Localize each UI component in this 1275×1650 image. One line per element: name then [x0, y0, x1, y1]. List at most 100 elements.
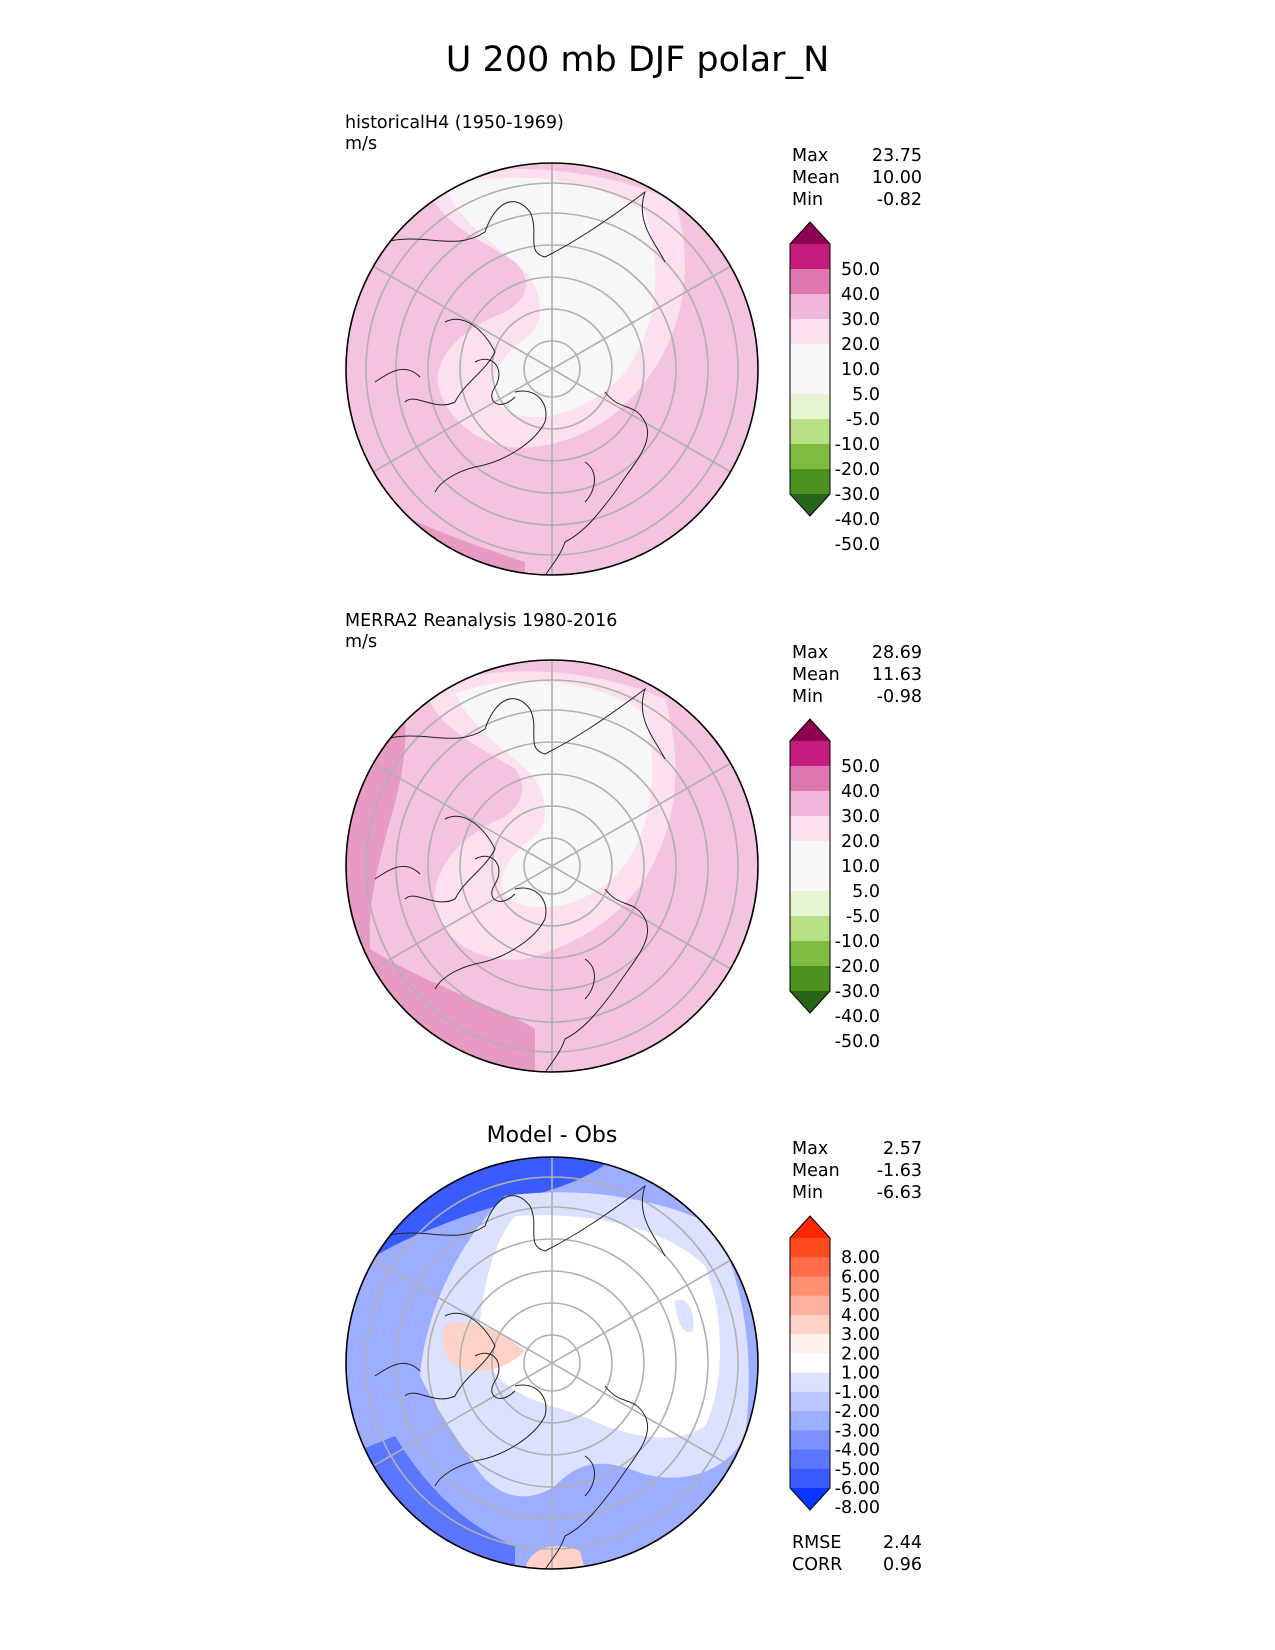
colorbar-tick-label: -40.0 — [835, 1007, 880, 1027]
panel-1-colorbar: 50.0 40.0 30.0 20.0 10.0 5.0 -5.0 -10.0 -20.0 -30… — [789, 221, 880, 555]
calm-region — [445, 177, 656, 418]
positive-region — [443, 1322, 525, 1371]
panel-2-units: m/s — [345, 632, 378, 652]
colorbar-segment — [790, 244, 830, 270]
colorbar-outline — [789, 718, 831, 1014]
map-boundary — [345, 162, 759, 576]
graticule — [365, 163, 739, 575]
colorbar-tick-label: -50.0 — [835, 1032, 880, 1052]
stat-mean: Mean 10.00 — [792, 168, 922, 188]
colorbar-segment — [790, 444, 830, 470]
panel-2-colorbar: 50.0 40.0 30.0 20.0 10.0 5.0 -5.0 -10.0 -20.0 -30… — [789, 718, 880, 1052]
colorbar-tick-label: -40.0 — [835, 510, 880, 530]
colorbar-segment — [790, 891, 830, 917]
colorbar-extend-max — [790, 719, 830, 741]
colorbar-tick-label: 4.00 — [841, 1306, 880, 1326]
weak-negative-patch — [675, 1299, 694, 1333]
stat-mean: Mean -1.63 — [792, 1161, 922, 1181]
panel-1-label: historicalH4 (1950-1969) m/s — [345, 113, 564, 155]
panel-1-stats: Max 23.75 Mean 10.00 Min -0.82 — [792, 145, 922, 211]
colorbar-segment — [790, 941, 830, 967]
stat-max: Max 28.69 — [792, 643, 922, 663]
colorbar-tick-label: 5.00 — [841, 1287, 880, 1307]
panel-2-polar-map — [345, 659, 759, 1073]
colorbar-tick-label: -2.00 — [835, 1402, 880, 1422]
colorbar-tick-label: -5.00 — [835, 1460, 880, 1480]
stat-mean: Mean 11.63 — [792, 665, 922, 685]
panel-1-units: m/s — [345, 134, 378, 154]
colorbar-tick-label: 20.0 — [841, 335, 880, 355]
colorbar-segment — [790, 816, 830, 842]
stat-min: Min -6.63 — [792, 1183, 922, 1203]
panel-3-stats: Max 2.57 Mean -1.63 Min -6.63 — [792, 1138, 922, 1204]
colorbar-segment — [790, 966, 830, 992]
colorbar-tick-label: -6.00 — [835, 1479, 880, 1499]
map-boundary — [345, 659, 759, 1073]
colorbar-segment — [790, 1295, 830, 1316]
colorbar-segment — [790, 1391, 830, 1412]
colorbar-segment — [790, 841, 830, 867]
stat-max: Max 23.75 — [792, 146, 922, 166]
colorbar-tick-label: 50.0 — [841, 757, 880, 777]
panel-3-difference-map — [345, 1156, 759, 1570]
colorbar-extend-min — [790, 991, 830, 1013]
colorbar-tick-label: -50.0 — [835, 535, 880, 555]
positive-region — [525, 1546, 585, 1569]
colorbar-segment — [790, 294, 830, 320]
colorbar-tick-label: 10.0 — [841, 857, 880, 877]
colorbar-tick-label: -4.00 — [835, 1441, 880, 1461]
colorbar-tick-label: 2.00 — [841, 1344, 880, 1364]
colorbar-segment — [790, 766, 830, 792]
colorbar-tick-label: 1.00 — [841, 1364, 880, 1384]
colorbar-tick-label: 8.00 — [841, 1248, 880, 1268]
colorbar-segment — [790, 1449, 830, 1470]
colorbar-segment — [790, 916, 830, 942]
colorbar-segment — [790, 344, 830, 370]
panel-2-label: MERRA2 Reanalysis 1980-2016 m/s — [345, 611, 617, 653]
colorbar-segment — [790, 269, 830, 295]
coastlines — [374, 1184, 666, 1569]
colorbar-tick-label: 6.00 — [841, 1267, 880, 1287]
colorbar-segment — [790, 741, 830, 767]
colorbar-tick-label: -30.0 — [835, 982, 880, 1002]
colorbar-extend-max — [790, 1216, 830, 1238]
colorbar-tick-label: 40.0 — [841, 782, 880, 802]
colorbar-segment — [790, 1238, 830, 1258]
colorbar-tick-label: 10.0 — [841, 360, 880, 380]
stat-rmse: RMSE 2.44 — [792, 1533, 922, 1553]
colorbar-segment — [790, 1468, 830, 1489]
panel-2-name: MERRA2 Reanalysis 1980-2016 — [345, 611, 618, 631]
colorbar-segment — [790, 1430, 830, 1451]
colorbar-segment — [790, 1353, 830, 1374]
colorbar-segment — [790, 1314, 830, 1335]
colorbar-tick-label: -10.0 — [835, 932, 880, 952]
colorbar-tick-label: 5.0 — [852, 385, 880, 405]
colorbar-tick-label: -8.00 — [835, 1498, 880, 1518]
panel-3-error-stats: RMSE 2.44 CORR 0.96 — [792, 1532, 922, 1576]
colorbar-tick-label: 3.00 — [841, 1325, 880, 1345]
stat-min: Min -0.98 — [792, 687, 922, 707]
coastlines — [374, 687, 666, 1072]
colorbar-extend-min — [790, 494, 830, 516]
panel-2-stats: Max 28.69 Mean 11.63 Min -0.98 — [792, 642, 922, 708]
graticule — [365, 1157, 739, 1569]
colorbar-tick-label: -10.0 — [835, 435, 880, 455]
figure-title: U 200 mb DJF polar_N — [445, 40, 830, 80]
colorbar-segment — [790, 1372, 830, 1393]
stat-min: Min -0.82 — [792, 190, 922, 210]
calm-region — [455, 680, 653, 908]
colorbar-tick-label: -5.0 — [846, 410, 880, 430]
colorbar-outline — [789, 221, 831, 517]
colorbar-tick-label: 40.0 — [841, 285, 880, 305]
panel-1-polar-map — [345, 162, 759, 576]
colorbar-tick-label: 50.0 — [841, 260, 880, 280]
colorbar-tick-label: -1.00 — [835, 1383, 880, 1403]
panel-1-name: historicalH4 (1950-1969) — [345, 113, 564, 133]
coastlines — [374, 190, 666, 575]
colorbar-segment — [790, 419, 830, 445]
colorbar-segment — [790, 394, 830, 420]
colorbar-tick-label: 30.0 — [841, 310, 880, 330]
colorbar-segment — [790, 469, 830, 495]
colorbar-tick-label: 30.0 — [841, 807, 880, 827]
panel-3-title: Model - Obs — [486, 1123, 618, 1148]
